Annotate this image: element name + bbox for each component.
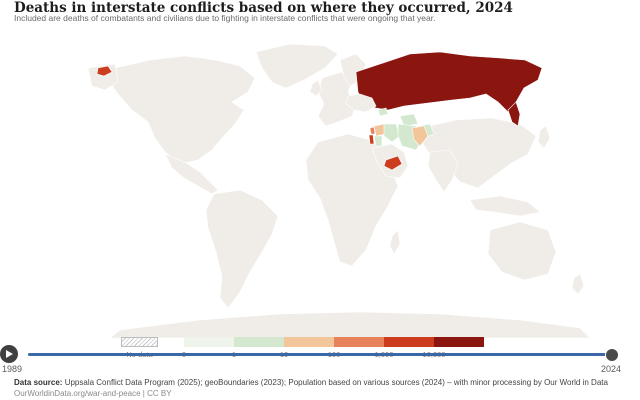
country-turkmenistan[interactable]	[399, 113, 419, 127]
legend-bin-3[interactable]	[334, 337, 384, 347]
country-south-america[interactable]	[205, 189, 279, 309]
country-lebanon[interactable]	[369, 126, 376, 135]
country-yemen[interactable]	[383, 155, 403, 171]
country-iceland[interactable]	[96, 65, 113, 77]
country-mexico[interactable]	[164, 153, 219, 195]
country-india[interactable]	[427, 149, 459, 193]
country-russia[interactable]	[355, 51, 543, 113]
country-north-america[interactable]	[107, 55, 256, 165]
data-source-label: Data source:	[14, 378, 63, 387]
country-australia[interactable]	[487, 221, 557, 281]
data-source: Data source: Uppsala Conflict Data Progr…	[14, 378, 608, 387]
country-uk[interactable]	[309, 79, 323, 97]
chart-title: Deaths in interstate conflicts based on …	[14, 0, 513, 16]
timeline-end-year: 2024	[601, 364, 622, 374]
country-madagascar[interactable]	[389, 229, 401, 255]
country-pakistan[interactable]	[411, 125, 429, 147]
timeline-track[interactable]	[28, 353, 612, 356]
country-iraq[interactable]	[383, 123, 401, 143]
country-georgia[interactable]	[377, 107, 389, 117]
chart-subtitle: Included are deaths of combatants and ci…	[14, 13, 436, 23]
legend-no-data-swatch[interactable]	[121, 337, 158, 347]
legend-bin-5[interactable]	[434, 337, 484, 347]
credit-link[interactable]: OurWorldinData.org/war-and-peace | CC BY	[14, 389, 172, 398]
timeline-start-year: 1989	[2, 364, 23, 374]
timeline-handle[interactable]	[605, 348, 619, 362]
country-russia-far-east[interactable]	[507, 101, 521, 127]
play-button[interactable]	[0, 345, 18, 363]
country-antarctica[interactable]	[109, 311, 591, 339]
data-source-text: Uppsala Conflict Data Program (2025); ge…	[64, 378, 608, 387]
legend-bin-0[interactable]	[184, 337, 234, 347]
country-ukraine[interactable]	[345, 93, 377, 113]
country-israel[interactable]	[368, 134, 375, 145]
legend-bin-4[interactable]	[384, 337, 434, 347]
country-new-zealand[interactable]	[571, 273, 585, 295]
legend-bin-1[interactable]	[234, 337, 284, 347]
world-map	[87, 43, 591, 339]
play-icon	[6, 350, 13, 358]
country-jordan[interactable]	[373, 135, 383, 147]
legend-bin-2[interactable]	[284, 337, 334, 347]
country-indonesia[interactable]	[469, 195, 541, 217]
country-japan[interactable]	[537, 125, 551, 149]
country-greenland[interactable]	[255, 43, 339, 89]
